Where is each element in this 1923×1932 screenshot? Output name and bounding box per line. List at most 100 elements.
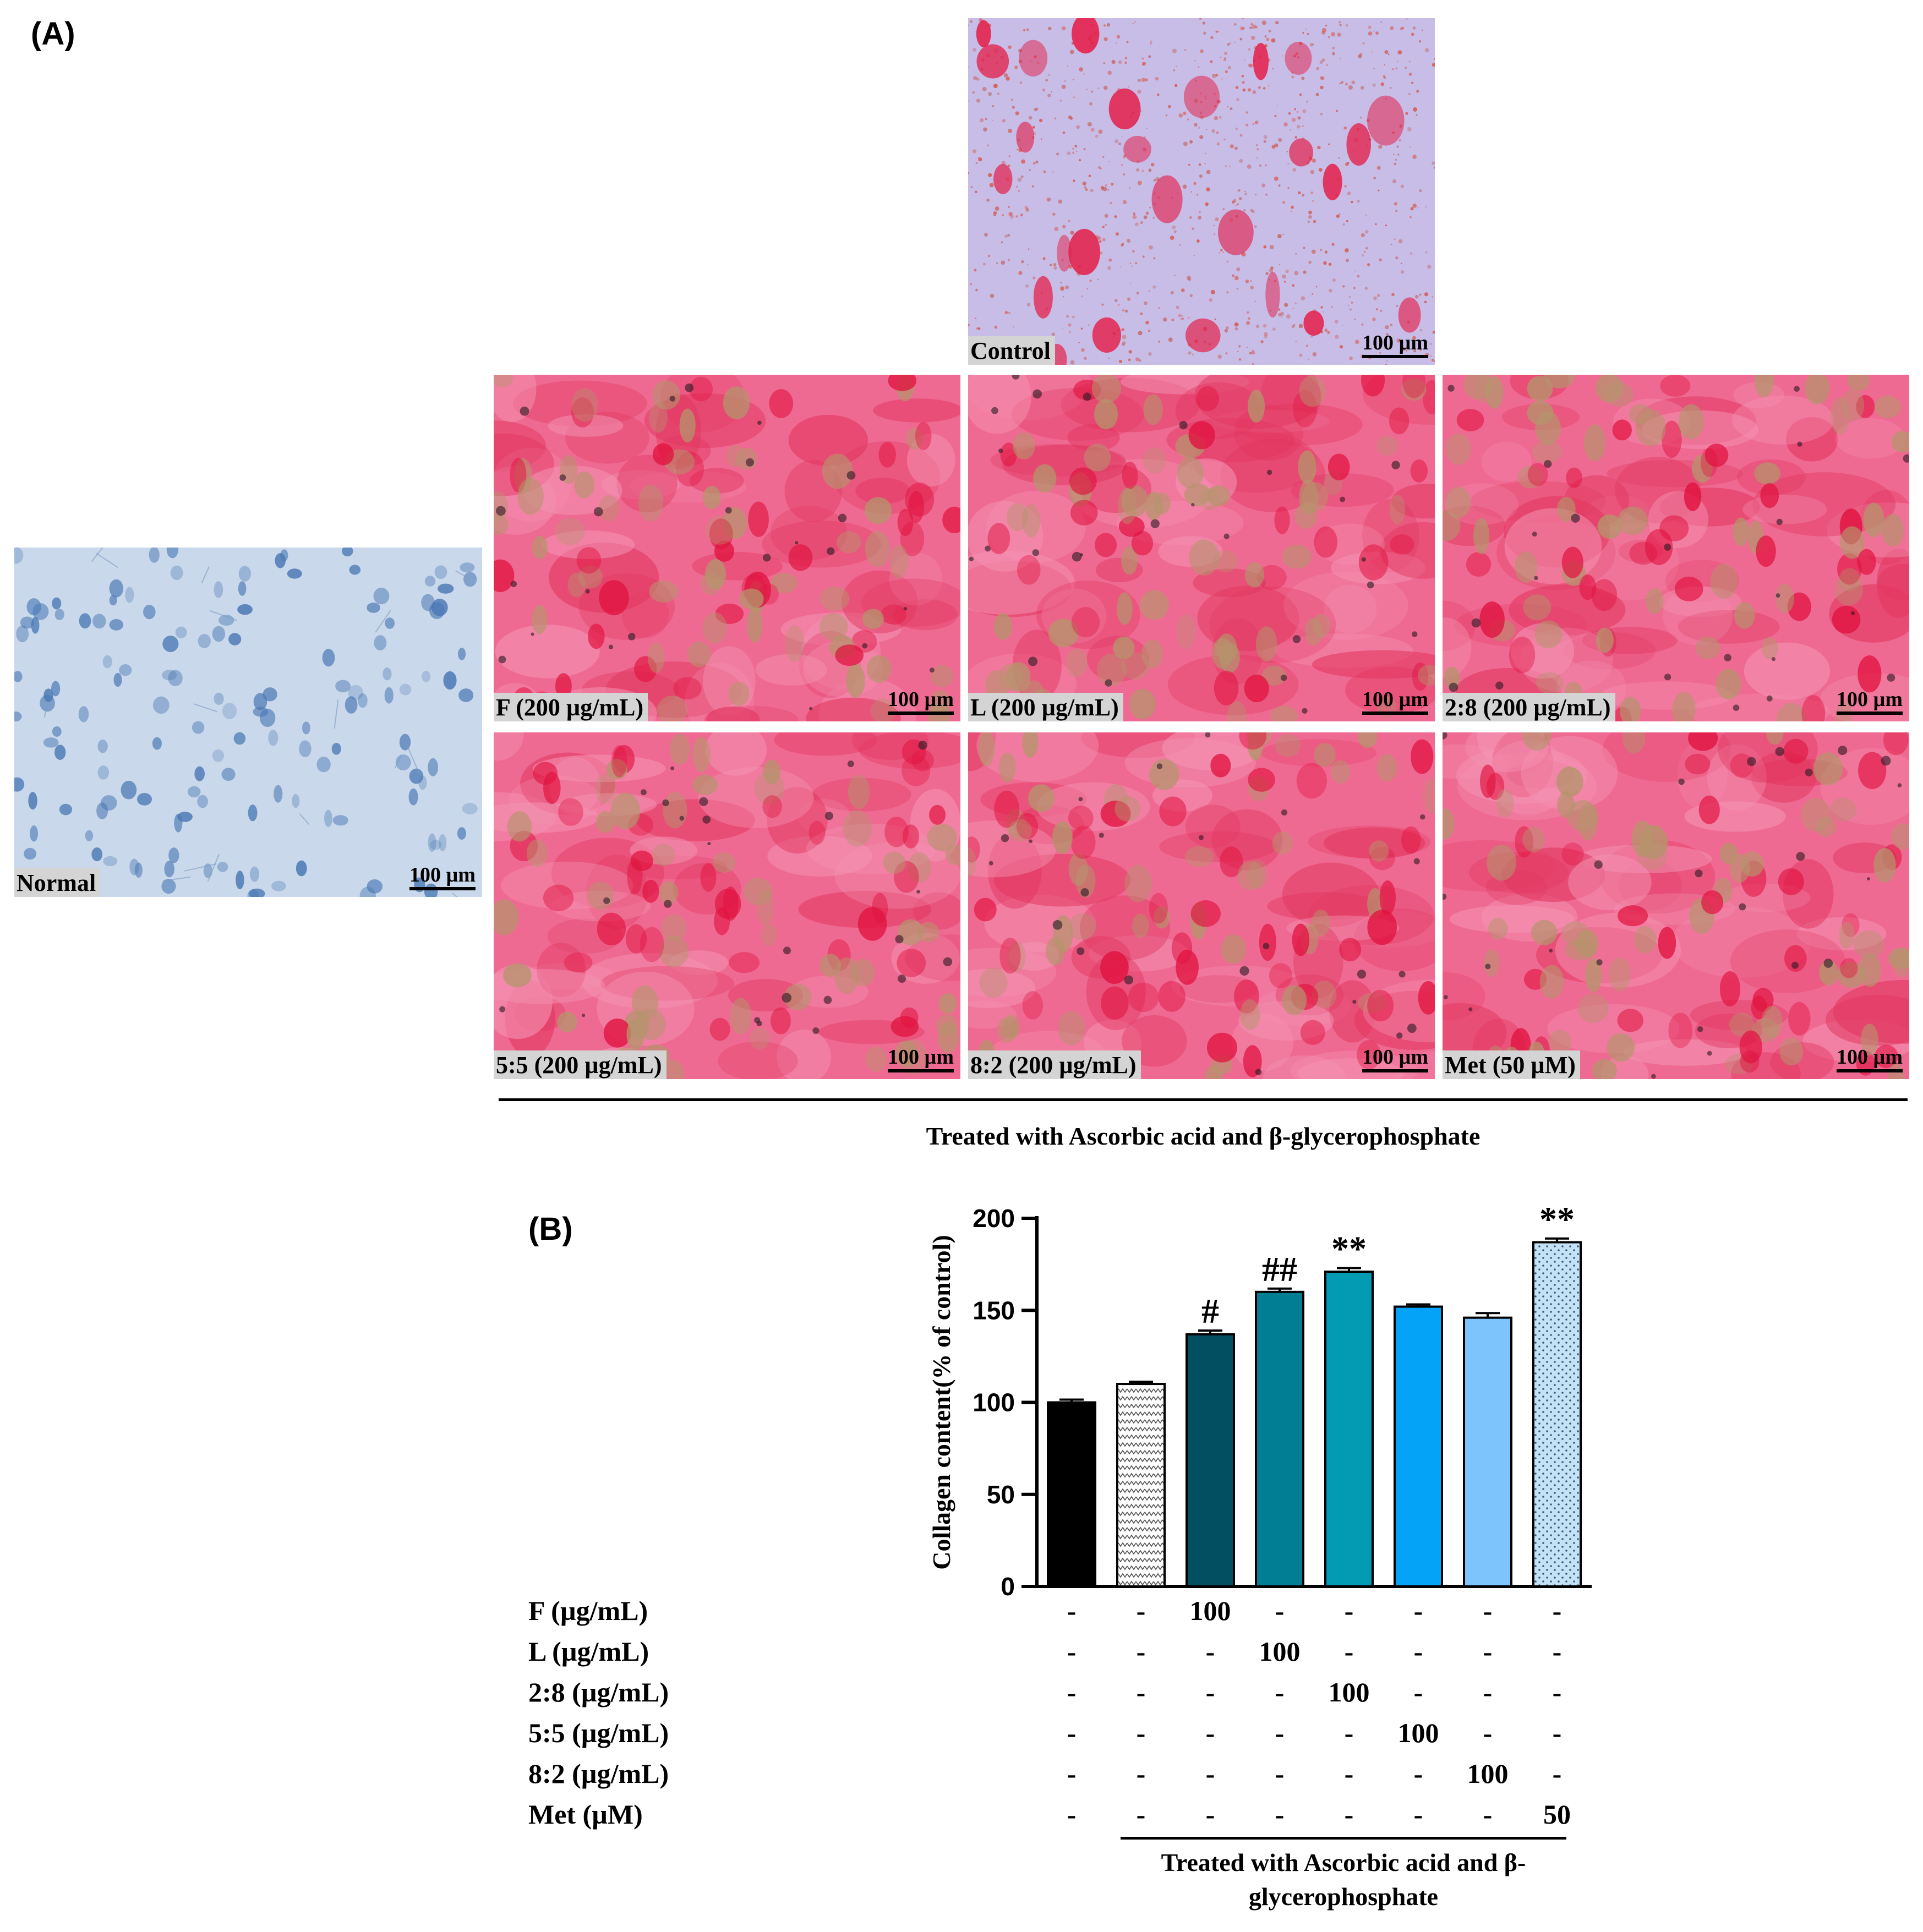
scale-bar: 100 µm	[1362, 332, 1428, 358]
condition-cell: -	[1205, 1677, 1215, 1707]
condition-cell: -	[1205, 1636, 1215, 1667]
condition-cell: 100	[1328, 1677, 1370, 1707]
micrograph-5-5: 5:5 (200 µg/mL) 100 µm	[494, 732, 960, 1079]
micrograph-f: F (200 µg/mL) 100 µm	[494, 375, 960, 721]
condition-cell: -	[1275, 1758, 1285, 1789]
condition-cell: -	[1413, 1799, 1423, 1830]
condition-cell: -	[1067, 1636, 1077, 1667]
scale-bar: 100 µm	[1836, 1046, 1903, 1072]
bar	[1116, 1383, 1166, 1588]
condition-cell: -	[1483, 1677, 1493, 1707]
micrograph-label: 8:2 (200 µg/mL)	[968, 1050, 1141, 1079]
significance-mark: **	[1331, 1229, 1367, 1268]
micrograph-label: Met (50 µM)	[1443, 1050, 1580, 1079]
condition-cell: -	[1275, 1799, 1285, 1830]
condition-cell: -	[1483, 1799, 1493, 1830]
micrograph-5-5-image	[494, 732, 960, 1079]
caption-b-rule	[1121, 1837, 1566, 1840]
caption-a: Treated with Ascorbic acid and β-glycero…	[926, 1122, 1481, 1150]
micrograph-label: 5:5 (200 µg/mL)	[494, 1050, 667, 1079]
bar	[1324, 1271, 1374, 1588]
micrograph-met: Met (50 µM) 100 µm	[1443, 732, 1909, 1079]
condition-label: F (µg/mL)	[528, 1595, 648, 1626]
condition-cell: 100	[1259, 1636, 1301, 1667]
caption-a-rule	[499, 1098, 1908, 1101]
condition-cell: -	[1552, 1636, 1562, 1667]
micrograph-normal-image	[14, 548, 482, 897]
micrograph-l-image	[968, 375, 1435, 721]
condition-cell: -	[1136, 1677, 1146, 1707]
condition-cell: -	[1413, 1595, 1423, 1626]
condition-cell: -	[1136, 1595, 1146, 1626]
micrograph-normal: Normal 100 µm	[14, 548, 482, 897]
condition-cell: -	[1275, 1677, 1285, 1707]
condition-cell: -	[1483, 1595, 1493, 1626]
condition-cell: 100	[1467, 1758, 1509, 1789]
panel-b-label: (B)	[528, 1211, 573, 1247]
condition-cell: -	[1552, 1758, 1562, 1789]
bar	[1532, 1241, 1582, 1588]
micrograph-control: Control 100 µm	[968, 18, 1435, 365]
significance-mark: ##	[1262, 1250, 1297, 1289]
condition-cell: -	[1483, 1717, 1493, 1748]
condition-cell: -	[1344, 1799, 1354, 1830]
y-tick-label: 200	[973, 1204, 1015, 1233]
scale-bar-text: 100 µm	[887, 688, 954, 711]
condition-cell: -	[1067, 1758, 1077, 1789]
condition-cell: -	[1205, 1758, 1215, 1789]
condition-cell: -	[1275, 1717, 1285, 1748]
condition-label: 2:8 (µg/mL)	[528, 1677, 669, 1707]
bar	[1255, 1290, 1304, 1588]
scale-bar: 100 µm	[887, 688, 954, 715]
caption-b-line1: Treated with Ascorbic acid and β-	[1161, 1848, 1526, 1876]
scale-bar-text: 100 µm	[887, 1046, 954, 1069]
panel-a-label: (A)	[31, 16, 75, 52]
micrograph-8-2: 8:2 (200 µg/mL) 100 µm	[968, 732, 1435, 1079]
condition-cell: 100	[1397, 1717, 1439, 1748]
scale-bar-text: 100 µm	[1836, 1046, 1903, 1069]
micrograph-label: F (200 µg/mL)	[494, 693, 648, 721]
scale-bar-text: 100 µm	[1362, 1046, 1428, 1069]
y-tick-label: 0	[1001, 1572, 1015, 1601]
condition-cell: -	[1275, 1595, 1285, 1626]
condition-cell: -	[1552, 1717, 1562, 1748]
scale-bar: 100 µm	[1362, 1046, 1428, 1072]
condition-cell: 100	[1189, 1595, 1231, 1626]
y-tick-label: 100	[973, 1388, 1015, 1417]
micrograph-f-image	[494, 375, 960, 721]
significance-mark: #	[1201, 1291, 1219, 1331]
micrograph-label: Normal	[14, 868, 101, 897]
scale-bar-text: 100 µm	[1362, 331, 1428, 354]
micrograph-l: L (200 µg/mL) 100 µm	[968, 375, 1435, 721]
condition-cell: -	[1552, 1595, 1562, 1626]
micrograph-control-image	[968, 18, 1435, 365]
significance-mark: **	[1539, 1200, 1575, 1239]
condition-label: 5:5 (µg/mL)	[528, 1717, 669, 1748]
condition-cell: -	[1067, 1595, 1077, 1626]
scale-bar-text: 100 µm	[1836, 688, 1903, 711]
bar	[1394, 1305, 1443, 1588]
condition-cell: -	[1136, 1636, 1146, 1667]
micrograph-label: Control	[968, 336, 1055, 365]
condition-cell: -	[1136, 1758, 1146, 1789]
scale-bar: 100 µm	[1362, 688, 1428, 715]
condition-label: Met (µM)	[528, 1799, 643, 1830]
condition-cell: -	[1413, 1677, 1423, 1707]
condition-cell: -	[1344, 1636, 1354, 1667]
bar	[1463, 1316, 1512, 1588]
scale-bar-text: 100 µm	[1362, 688, 1428, 711]
condition-cell: -	[1344, 1595, 1354, 1626]
condition-cell: -	[1483, 1636, 1493, 1667]
micrograph-2-8-image	[1443, 375, 1909, 721]
condition-cell: -	[1344, 1758, 1354, 1789]
micrograph-label: 2:8 (200 µg/mL)	[1443, 693, 1615, 721]
condition-label: 8:2 (µg/mL)	[528, 1758, 669, 1789]
micrograph-met-image	[1443, 732, 1909, 1079]
y-tick-label: 50	[987, 1480, 1015, 1509]
caption-b-line2: glycerophosphate	[1248, 1882, 1439, 1911]
condition-cell: -	[1552, 1677, 1562, 1707]
scale-bar: 100 µm	[1836, 688, 1903, 715]
condition-cell: -	[1205, 1717, 1215, 1748]
condition-cell: -	[1136, 1717, 1146, 1748]
